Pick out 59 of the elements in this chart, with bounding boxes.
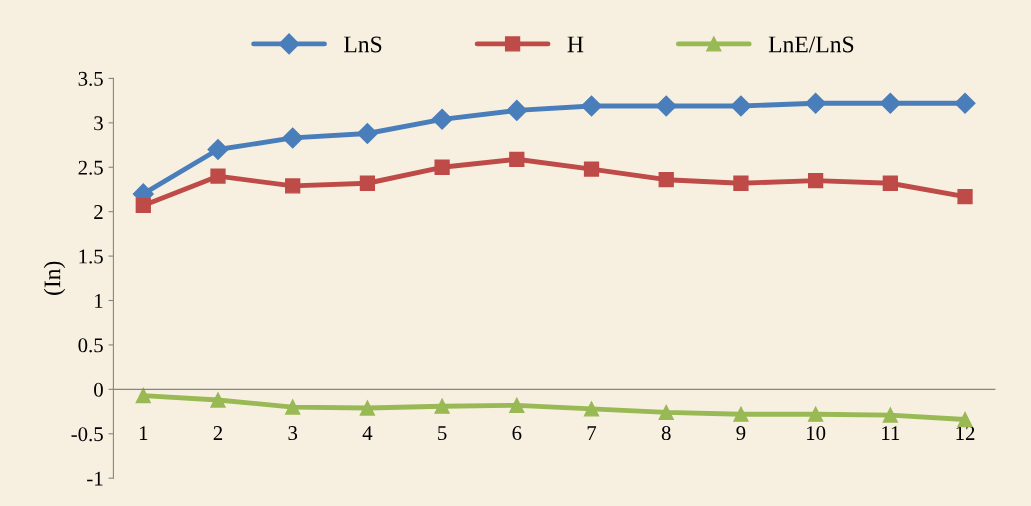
point (506, 99, 528, 121)
x-tick-label: 8 (661, 426, 671, 441)
point (733, 406, 749, 422)
x-tick-label: 2 (213, 426, 223, 440)
point (356, 122, 378, 145)
legend-label: H (567, 36, 584, 53)
point (434, 159, 450, 175)
point (730, 95, 752, 117)
point (882, 407, 898, 423)
point (957, 188, 973, 205)
x-tick-label: 5 (438, 426, 447, 441)
point (805, 92, 827, 114)
y-axis-title: (In) (43, 261, 66, 295)
y-tick-label: 1 (95, 293, 103, 308)
point (658, 172, 674, 188)
y-tick-label: 1.5 (79, 249, 103, 264)
point (509, 151, 525, 167)
point (879, 92, 901, 114)
point (434, 398, 450, 414)
y-tick-label: -1 (87, 471, 103, 486)
point (509, 397, 525, 413)
legend-label: LnS (344, 36, 382, 53)
point (135, 197, 151, 214)
point (580, 95, 603, 117)
y-tick-label: 3 (94, 116, 103, 131)
point (583, 161, 600, 177)
y-tick-label: 0 (94, 382, 103, 397)
point (807, 406, 824, 422)
point (583, 401, 600, 417)
point (733, 175, 749, 191)
point (658, 404, 674, 421)
x-tick-label: 4 (362, 426, 373, 440)
point (210, 168, 226, 184)
y-tick-label: 2.5 (78, 160, 103, 175)
point (431, 108, 453, 130)
point (285, 178, 301, 194)
point (655, 95, 677, 117)
point (282, 127, 304, 149)
x-tick-label: 7 (587, 426, 597, 440)
point (882, 175, 898, 191)
y-tick-label: 2 (94, 205, 103, 219)
point (210, 392, 226, 408)
x-tick-label: 3 (288, 426, 298, 441)
point (954, 92, 976, 114)
point (135, 387, 151, 404)
x-tick-label: 9 (736, 426, 746, 441)
point (285, 399, 301, 415)
point (359, 400, 376, 416)
legend-label: LnE/LnS (768, 36, 854, 53)
point (207, 138, 229, 161)
y-tick-label: 0.5 (78, 338, 103, 353)
x-tick-label: 11 (882, 426, 900, 440)
x-tick-label: 1 (139, 426, 148, 440)
x-tick-label: 6 (512, 426, 522, 441)
y-tick-label: -0.5 (71, 427, 103, 442)
y-tick-label: 3.5 (78, 71, 103, 86)
point (807, 172, 824, 189)
point (359, 175, 376, 191)
x-tick-label: 10 (807, 426, 826, 441)
